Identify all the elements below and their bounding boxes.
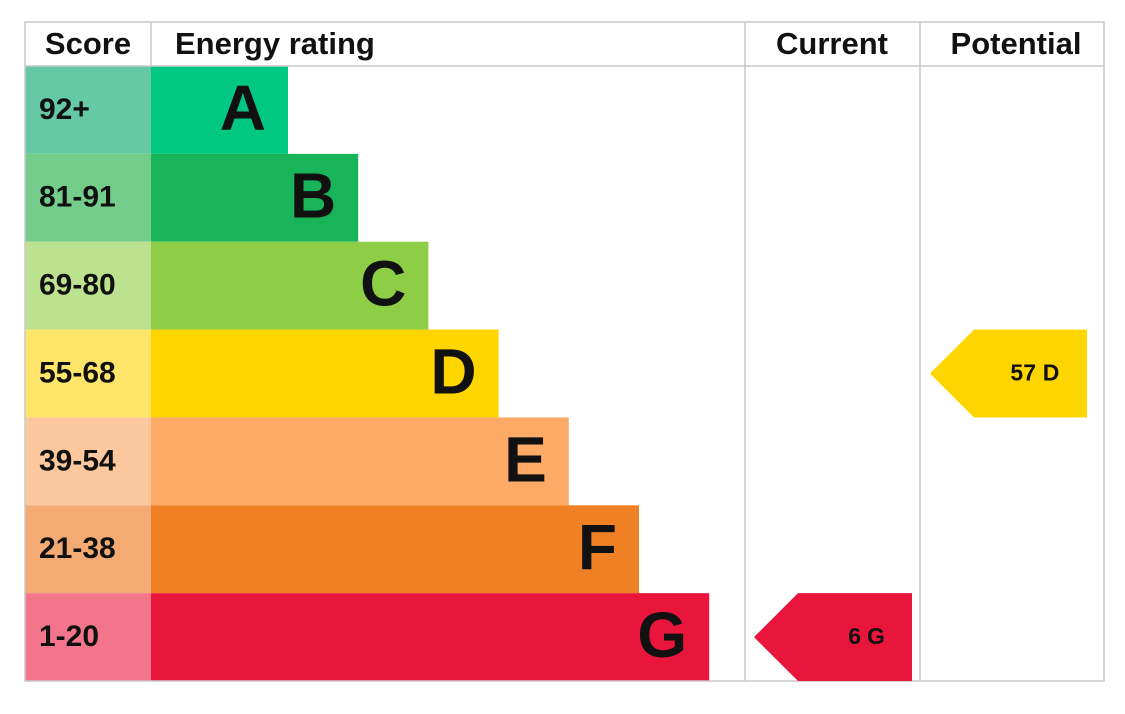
score-cell — [25, 505, 151, 594]
table-border — [24, 21, 1105, 682]
rating-bar — [151, 593, 710, 682]
band-letter: C — [360, 248, 406, 320]
rating-bar — [151, 505, 639, 594]
current-value: 6 — [848, 623, 861, 649]
current-arrow — [754, 593, 912, 682]
score-cell — [25, 153, 151, 242]
rating-bar — [151, 241, 429, 330]
score-range: 55-68 — [39, 356, 116, 389]
header-rating: Energy rating — [175, 26, 375, 61]
score-range: 21-38 — [39, 532, 116, 565]
band-letter: G — [637, 599, 687, 671]
band-letter: D — [430, 335, 476, 407]
band-letter: A — [220, 72, 266, 144]
band-letter: B — [290, 160, 336, 232]
score-cell — [25, 593, 151, 682]
header-current: Current — [776, 26, 888, 61]
potential-value: 57 — [1010, 360, 1036, 386]
score-range: 69-80 — [39, 269, 116, 302]
band-letter: E — [504, 423, 547, 495]
band-letter: F — [578, 511, 617, 583]
header-score: Score — [45, 26, 131, 61]
score-cell — [25, 66, 151, 154]
score-range: 39-54 — [39, 444, 116, 477]
score-cell — [25, 417, 151, 506]
rating-bar — [151, 153, 359, 242]
rating-bar — [151, 329, 499, 418]
header-potential: Potential — [951, 26, 1082, 61]
potential-letter: D — [1043, 360, 1060, 386]
score-cell — [25, 241, 151, 330]
score-cell — [25, 329, 151, 418]
score-range: 1-20 — [39, 620, 99, 653]
score-range: 92+ — [39, 93, 90, 126]
current-letter: G — [867, 623, 885, 649]
rating-bar — [151, 66, 288, 154]
bands: 92+ A 81-91 B 69-80 C 55-68 D 39-54 E 21-38 F 1-20 G — [25, 66, 710, 682]
score-range: 81-91 — [39, 181, 116, 214]
rating-bar — [151, 417, 569, 506]
potential-arrow — [930, 329, 1087, 418]
